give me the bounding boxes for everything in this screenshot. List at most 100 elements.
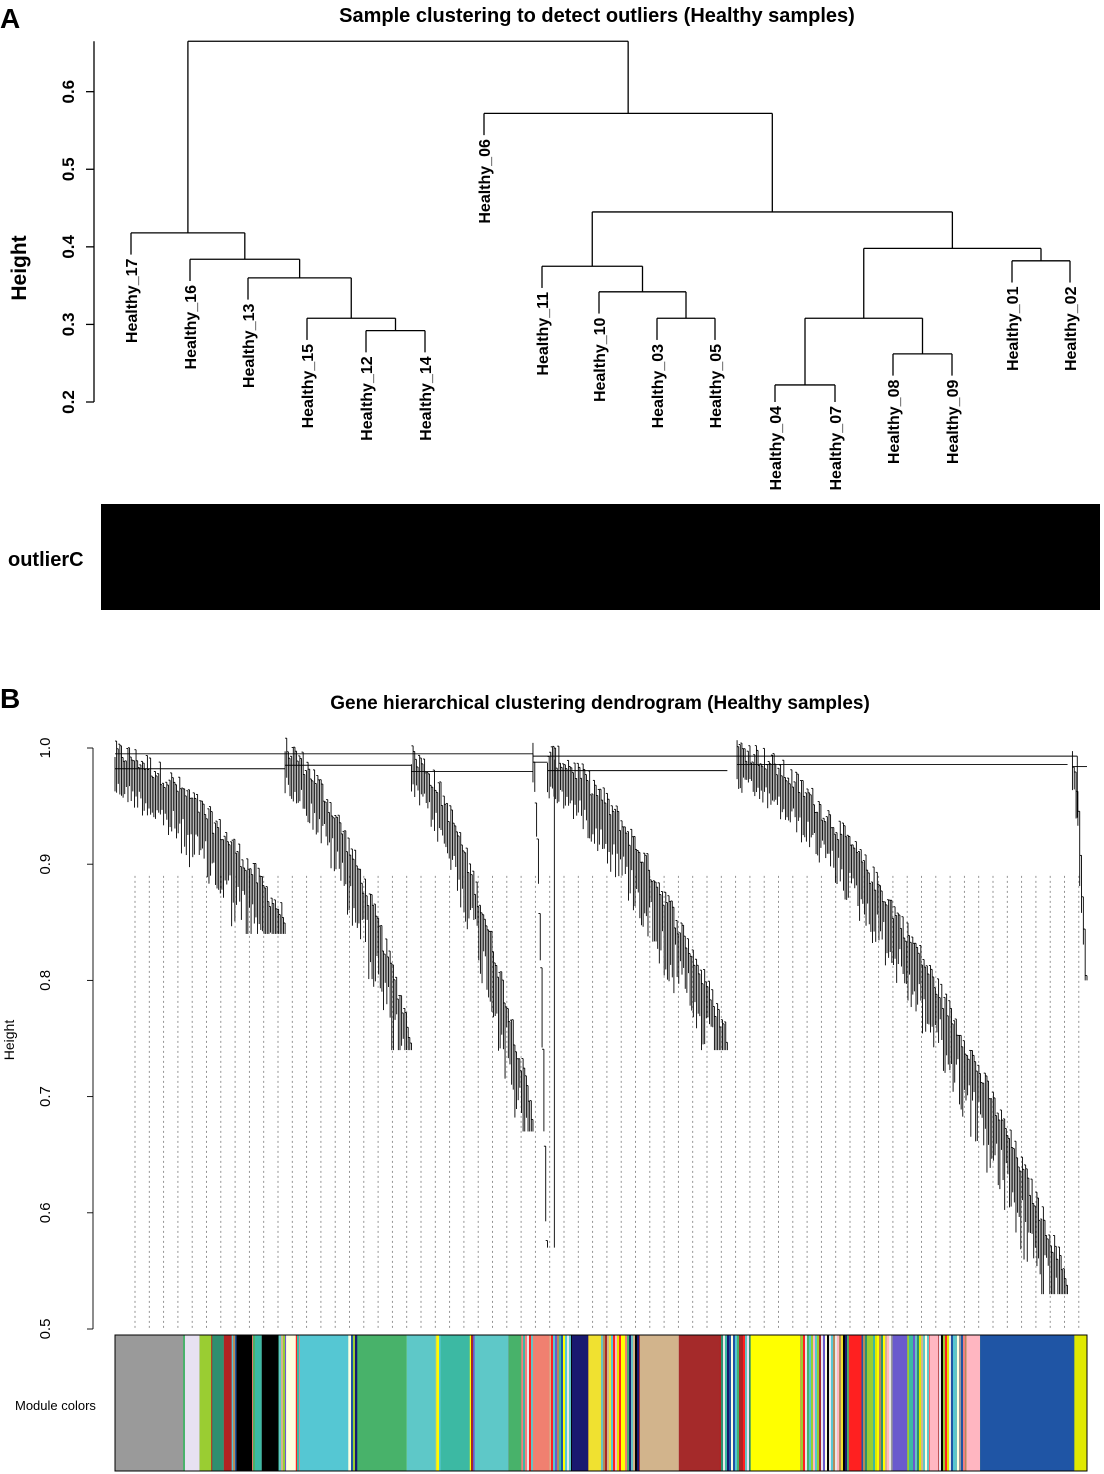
module-stripe — [723, 1335, 725, 1471]
module-stripe — [865, 1335, 867, 1471]
module-segment — [223, 1335, 232, 1471]
gene-cluster — [1071, 751, 1088, 981]
module-stripe — [567, 1335, 569, 1471]
module-stripe — [745, 1335, 747, 1471]
module-stripe — [349, 1335, 351, 1471]
module-segment — [966, 1335, 981, 1471]
module-segment — [639, 1335, 679, 1471]
module-segment — [980, 1335, 1075, 1471]
module-stripe — [941, 1335, 943, 1471]
y-tick-label: 0.5 — [59, 157, 78, 181]
module-stripe — [607, 1335, 609, 1471]
module-colors-bar — [114, 1334, 1088, 1472]
panel-b-letter: B — [0, 683, 20, 714]
leaf-label: Healthy_10 — [592, 317, 609, 402]
module-stripe — [871, 1335, 873, 1471]
module-stripe — [889, 1335, 891, 1471]
leaf-label: Healthy_08 — [886, 380, 903, 465]
module-stripe — [253, 1335, 255, 1471]
module-stripe — [619, 1335, 621, 1471]
leaf-label: Healthy_02 — [1063, 286, 1080, 371]
module-stripe — [921, 1335, 923, 1471]
panel-a: A Sample clustering to detect outliers (… — [0, 3, 1100, 610]
module-stripe — [281, 1335, 283, 1471]
module-stripe — [603, 1335, 605, 1471]
module-stripe — [923, 1335, 925, 1471]
y-tick-label: 0.8 — [37, 970, 54, 991]
module-segment — [929, 1335, 939, 1471]
module-stripe — [727, 1335, 729, 1471]
module-stripe — [629, 1335, 631, 1471]
y-tick-label: 0.5 — [37, 1319, 54, 1340]
panel-a-y-label: Height — [8, 235, 31, 300]
gene-cluster — [736, 740, 1069, 1295]
module-stripe — [725, 1335, 727, 1471]
module-stripe — [353, 1335, 355, 1471]
module-stripe — [747, 1335, 749, 1471]
module-stripe — [183, 1335, 185, 1471]
module-stripe — [637, 1335, 639, 1471]
module-stripe — [559, 1335, 561, 1471]
module-stripe — [635, 1335, 637, 1471]
module-stripe — [531, 1335, 533, 1471]
module-stripe — [873, 1335, 875, 1471]
module-stripe — [965, 1335, 967, 1471]
module-stripe — [837, 1335, 839, 1471]
module-stripe — [735, 1335, 737, 1471]
module-stripe — [815, 1335, 817, 1471]
module-stripe — [833, 1335, 835, 1471]
y-tick-label: 0.7 — [37, 1086, 54, 1107]
module-stripe — [551, 1335, 553, 1471]
module-stripe — [959, 1335, 961, 1471]
module-stripe — [553, 1335, 555, 1471]
module-stripe — [631, 1335, 633, 1471]
module-stripe — [875, 1335, 877, 1471]
module-stripe — [473, 1335, 475, 1471]
y-tick-label: 1.0 — [37, 738, 54, 759]
gene-cluster — [411, 745, 534, 1132]
module-stripe — [845, 1335, 847, 1471]
module-stripe — [925, 1335, 927, 1471]
leaf-label: Healthy_05 — [708, 344, 725, 429]
module-stripe — [285, 1335, 287, 1471]
module-stripe — [739, 1335, 741, 1471]
module-segment — [532, 1335, 550, 1471]
module-stripe — [437, 1335, 439, 1471]
module-segment — [508, 1335, 522, 1471]
panel-b-title: Gene hierarchical clustering dendrogram … — [330, 693, 870, 714]
module-stripe — [743, 1335, 745, 1471]
leaf-label: Healthy_17 — [124, 259, 141, 344]
leaf-label: Healthy_04 — [768, 406, 785, 491]
module-stripe — [295, 1335, 297, 1471]
module-stripe — [863, 1335, 865, 1471]
module-stripe — [949, 1335, 951, 1471]
module-stripe — [741, 1335, 743, 1471]
module-stripe — [843, 1335, 845, 1471]
y-tick-label: 0.4 — [59, 234, 78, 258]
module-stripe — [627, 1335, 629, 1471]
module-stripe — [605, 1335, 607, 1471]
module-stripe — [469, 1335, 471, 1471]
leaf-label: Healthy_15 — [300, 344, 317, 429]
module-segment — [299, 1335, 349, 1471]
module-stripe — [847, 1335, 849, 1471]
leaf-label: Healthy_03 — [650, 344, 667, 429]
module-stripe — [839, 1335, 841, 1471]
module-stripe — [911, 1335, 913, 1471]
module-stripe — [957, 1335, 959, 1471]
module-segment — [440, 1335, 470, 1471]
module-stripe — [913, 1335, 915, 1471]
module-segment — [115, 1335, 184, 1471]
module-stripe — [439, 1335, 441, 1471]
module-segment — [236, 1335, 253, 1471]
module-stripe — [915, 1335, 917, 1471]
colorbar-frame — [114, 1334, 1088, 1472]
module-stripe — [555, 1335, 557, 1471]
module-stripe — [877, 1335, 879, 1471]
module-colors-label: Module colors — [15, 1398, 96, 1413]
panel-a-leaf-labels: Healthy_17 Healthy_16 Healthy_13 Healthy_15… — [124, 139, 1080, 490]
module-stripe — [527, 1335, 529, 1471]
panel-b-y-label: Height — [1, 1020, 17, 1061]
module-stripe — [821, 1335, 823, 1471]
